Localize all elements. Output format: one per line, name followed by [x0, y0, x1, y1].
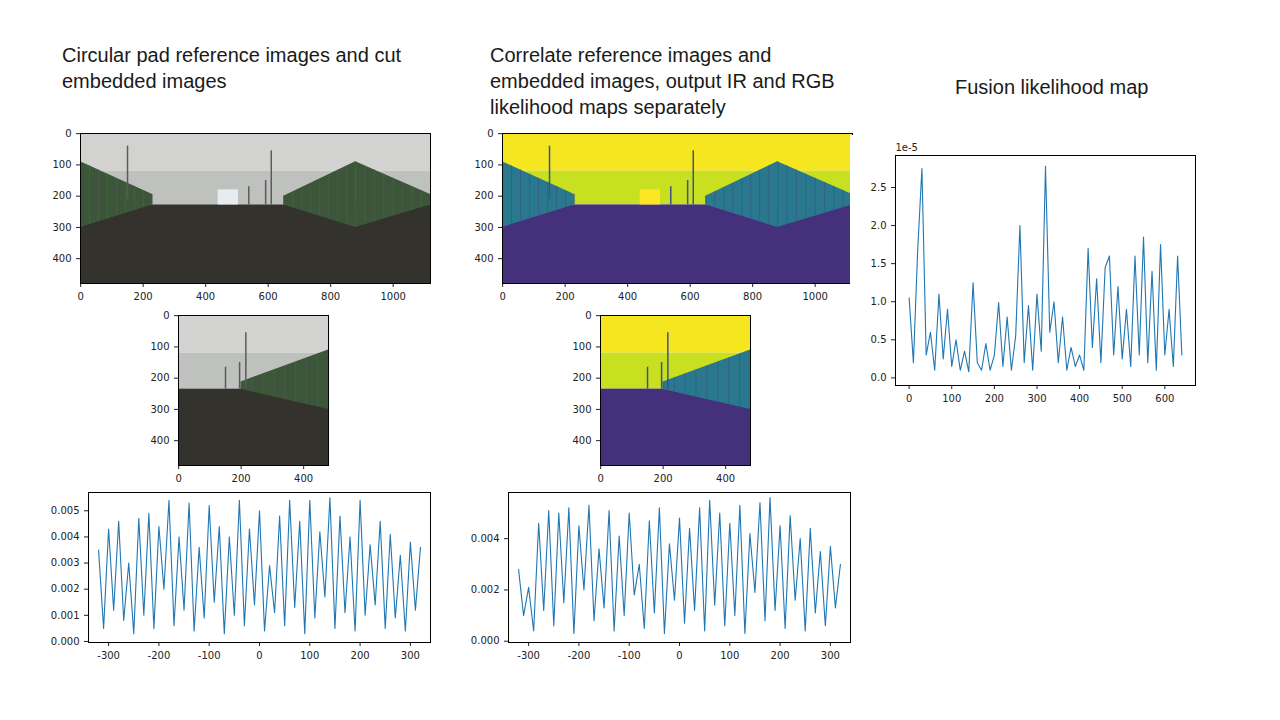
svg-text:1000: 1000	[802, 291, 827, 302]
svg-text:200: 200	[134, 291, 153, 302]
svg-text:200: 200	[351, 650, 370, 661]
svg-text:800: 800	[743, 291, 762, 302]
svg-text:0: 0	[77, 291, 83, 302]
svg-text:300: 300	[474, 222, 493, 233]
svg-text:200: 200	[654, 473, 673, 484]
svg-text:-100: -100	[618, 650, 641, 661]
svg-text:100: 100	[150, 341, 169, 352]
svg-text:100: 100	[942, 393, 961, 404]
svg-text:0: 0	[676, 650, 682, 661]
svg-text:0.003: 0.003	[51, 557, 80, 568]
svg-text:400: 400	[150, 435, 169, 446]
svg-text:400: 400	[572, 435, 591, 446]
svg-text:400: 400	[196, 291, 215, 302]
svg-text:0.000: 0.000	[471, 635, 500, 646]
svg-text:2.5: 2.5	[871, 182, 887, 193]
html-text:Correlate reference images and: Correlate reference images and embedded …	[490, 44, 835, 118]
svg-text:0: 0	[499, 291, 505, 302]
svg-text:100: 100	[300, 650, 319, 661]
svg-text:100: 100	[474, 159, 493, 170]
svg-text:0.002: 0.002	[471, 584, 500, 595]
svg-text:1.5: 1.5	[871, 258, 887, 269]
svg-text:200: 200	[232, 473, 251, 484]
svg-text:0: 0	[597, 473, 603, 484]
svg-text:600: 600	[259, 291, 278, 302]
svg-text:200: 200	[150, 372, 169, 383]
svg-text:800: 800	[321, 291, 340, 302]
svg-text:0.000: 0.000	[51, 636, 80, 647]
svg-text:100: 100	[52, 159, 71, 170]
svg-text:1e-5: 1e-5	[896, 142, 919, 153]
svg-text:0.005: 0.005	[51, 505, 80, 516]
svg-text:400: 400	[618, 291, 637, 302]
svg-text:200: 200	[474, 190, 493, 201]
svg-text:300: 300	[150, 404, 169, 415]
svg-text:0: 0	[906, 393, 912, 404]
svg-text:0.5: 0.5	[871, 334, 887, 345]
svg-text:600: 600	[681, 291, 700, 302]
svg-text:0: 0	[163, 310, 169, 321]
svg-text:200: 200	[771, 650, 790, 661]
svg-text:0: 0	[585, 310, 591, 321]
svg-text:100: 100	[720, 650, 739, 661]
svg-text:-200: -200	[568, 650, 591, 661]
svg-text:300: 300	[1027, 393, 1046, 404]
svg-text:0: 0	[65, 128, 71, 139]
svg-text:0.0: 0.0	[871, 372, 887, 383]
svg-text:400: 400	[474, 253, 493, 264]
svg-text:300: 300	[821, 650, 840, 661]
svg-text:200: 200	[572, 372, 591, 383]
svg-text:300: 300	[52, 222, 71, 233]
svg-text:300: 300	[401, 650, 420, 661]
svg-text:400: 400	[716, 473, 735, 484]
svg-text:-200: -200	[148, 650, 171, 661]
svg-text:-300: -300	[97, 650, 120, 661]
svg-text:100: 100	[572, 341, 591, 352]
svg-text:0.001: 0.001	[51, 610, 80, 621]
svg-text:0: 0	[175, 473, 181, 484]
svg-text:-100: -100	[198, 650, 221, 661]
svg-text:200: 200	[52, 190, 71, 201]
svg-text:1000: 1000	[380, 291, 405, 302]
svg-text:0: 0	[487, 128, 493, 139]
html-text:Fusion likelihood map: Fusion likelihood map	[955, 76, 1149, 98]
svg-text:400: 400	[1070, 393, 1089, 404]
svg-text:400: 400	[294, 473, 313, 484]
svg-text:1.0: 1.0	[871, 296, 887, 307]
svg-text:200: 200	[985, 393, 1004, 404]
svg-text:-300: -300	[517, 650, 540, 661]
svg-text:500: 500	[1113, 393, 1132, 404]
svg-text:300: 300	[572, 404, 591, 415]
html-text:Circular pad reference images: Circular pad reference images and cut em…	[62, 44, 402, 92]
svg-text:0.002: 0.002	[51, 583, 80, 594]
svg-text:400: 400	[52, 253, 71, 264]
svg-text:0.004: 0.004	[51, 531, 80, 542]
svg-text:0.004: 0.004	[471, 533, 500, 544]
svg-text:200: 200	[556, 291, 575, 302]
svg-text:600: 600	[1155, 393, 1174, 404]
svg-text:0: 0	[256, 650, 262, 661]
svg-text:2.0: 2.0	[871, 220, 887, 231]
